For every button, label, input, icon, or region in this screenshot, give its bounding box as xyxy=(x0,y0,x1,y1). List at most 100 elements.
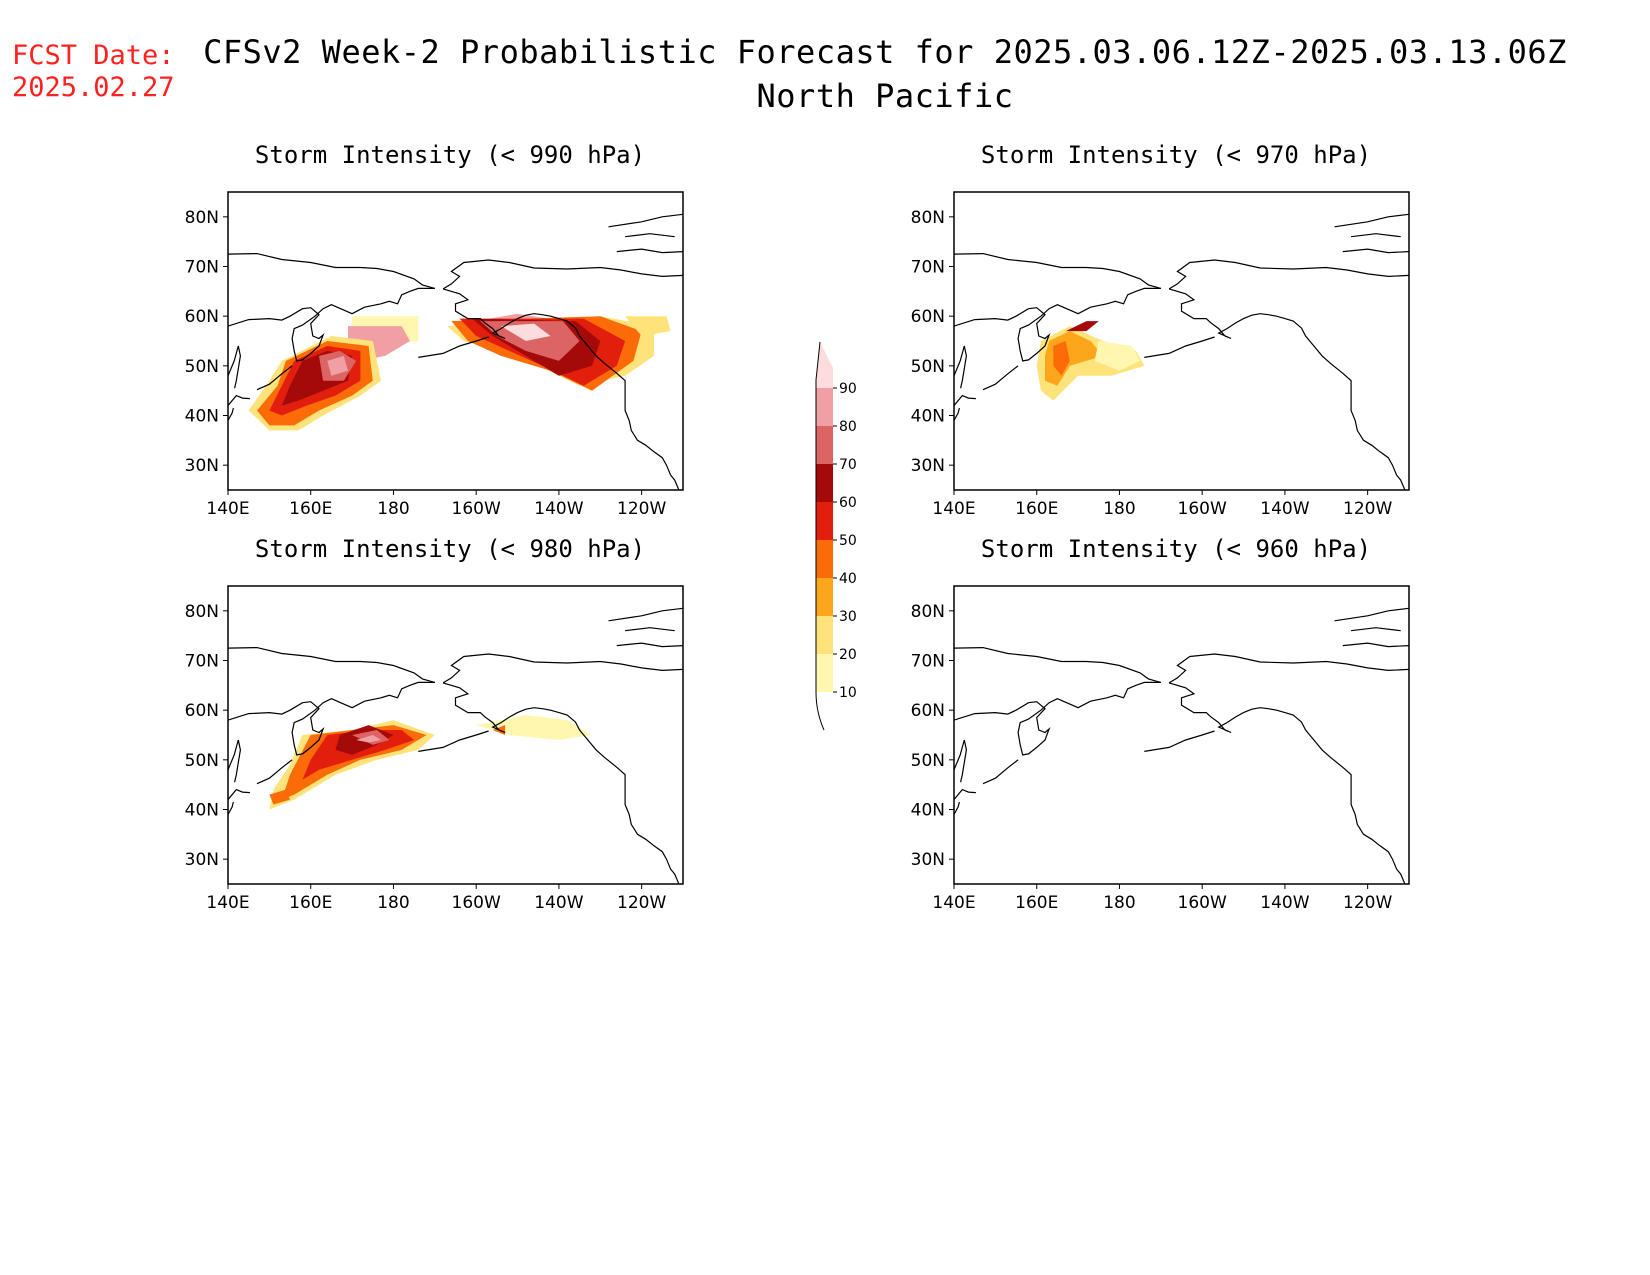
coastline xyxy=(625,627,675,632)
colorbar-segment xyxy=(816,540,833,578)
panel-980: 140E 160E 180 160W 140W 120W 80N 70N 60N 50N 40N 30… xyxy=(140,534,760,934)
lon-tick-label: 160E xyxy=(1015,499,1058,519)
map-svg: 140E 160E 180 160W 140W 120W 80N 70N 60N 50N 40N 30… xyxy=(911,585,1410,913)
coastline xyxy=(228,788,250,800)
coastline xyxy=(418,336,489,358)
lon-tick-label: 140W xyxy=(534,499,583,519)
colorbar-label: 30 xyxy=(839,609,857,625)
lat-tick-label: 30N xyxy=(911,850,945,870)
lon-tick-label: 180 xyxy=(1103,499,1135,519)
lat-tick-label: 60N xyxy=(185,701,219,721)
lat-tick-label: 60N xyxy=(911,307,945,327)
coastline xyxy=(228,252,435,289)
lon-tick-label: 180 xyxy=(1103,893,1135,913)
coastline xyxy=(954,788,976,800)
coastline xyxy=(228,739,242,783)
lon-tick-label: 140E xyxy=(206,499,249,519)
coastline xyxy=(954,681,1161,756)
forecast-date-label: FCST Date: 2025.02.27 xyxy=(12,40,175,104)
coastline xyxy=(228,646,435,683)
map-frame xyxy=(227,191,684,491)
lat-tick-label: 50N xyxy=(185,357,219,377)
lat-tick-label: 70N xyxy=(185,258,219,278)
panel-960: 140E 160E 180 160W 140W 120W 80N 70N 60N 50N 40N 30… xyxy=(866,534,1486,934)
colorbar-segment xyxy=(816,616,833,654)
lat-tick-label: 70N xyxy=(911,652,945,672)
probability-contour-10 xyxy=(476,715,592,740)
coastline xyxy=(1168,259,1409,290)
lon-tick-label: 160W xyxy=(1178,499,1227,519)
colorbar-label: 20 xyxy=(839,647,857,663)
colorbar-segment xyxy=(816,388,833,426)
coastline xyxy=(442,682,680,884)
probability-contour-10 xyxy=(1094,341,1141,371)
coastline xyxy=(954,252,1161,289)
lon-tick-label: 140E xyxy=(932,893,975,913)
lon-tick-label: 140W xyxy=(534,893,583,913)
coastline xyxy=(1334,213,1409,228)
coastline xyxy=(442,259,683,290)
colorbar-label: 60 xyxy=(839,495,857,511)
fcst-label-text: FCST Date: xyxy=(12,40,175,71)
colorbar-segment xyxy=(816,578,833,616)
lon-tick-label: 160W xyxy=(452,499,501,519)
panel-title: Storm Intensity (< 990 hPa) xyxy=(254,141,646,169)
map-svg: 140E 160E 180 160W 140W 120W 80N 70N 60N 50N 40N 30… xyxy=(185,191,684,519)
title-line-1: CFSv2 Week-2 Probabilistic Forecast for … xyxy=(203,33,1567,71)
coastline-layer xyxy=(228,213,683,490)
coastline xyxy=(954,394,976,406)
lat-tick-label: 50N xyxy=(911,751,945,771)
colorbar-segment xyxy=(816,426,833,464)
lon-tick-label: 140E xyxy=(206,893,249,913)
coastline xyxy=(954,345,968,389)
lat-tick-label: 70N xyxy=(185,652,219,672)
lat-tick-label: 40N xyxy=(911,407,945,427)
lat-tick-label: 30N xyxy=(185,456,219,476)
probability-fill-layer xyxy=(1036,321,1145,401)
panel-970: 140E 160E 180 160W 140W 120W 80N 70N 60N 50N 40N 30… xyxy=(866,140,1486,540)
panel-title: Storm Intensity (< 960 hPa) xyxy=(980,535,1372,563)
coastline xyxy=(1342,642,1409,648)
coastline xyxy=(616,248,683,254)
lat-tick-label: 80N xyxy=(911,602,945,622)
colorbar-label: 10 xyxy=(839,685,857,701)
coastline xyxy=(442,653,683,684)
lon-tick-label: 160E xyxy=(289,893,332,913)
coastline xyxy=(228,801,234,815)
lon-tick-label: 180 xyxy=(377,499,409,519)
probability-fill-layer xyxy=(269,715,592,810)
probability-contour-60 xyxy=(1065,321,1099,332)
coastline xyxy=(1144,336,1215,358)
colorbar-segment xyxy=(816,654,833,692)
coastline xyxy=(442,288,680,490)
colorbar-segment xyxy=(816,502,833,540)
figure-title: CFSv2 Week-2 Probabilistic Forecast for … xyxy=(180,30,1590,118)
lon-tick-label: 180 xyxy=(377,893,409,913)
colorbar-segment xyxy=(816,342,833,388)
coastline xyxy=(1334,607,1409,622)
lat-tick-label: 30N xyxy=(185,850,219,870)
coastline xyxy=(1351,627,1401,632)
probability-contour-70 xyxy=(480,321,580,361)
coastline xyxy=(608,213,683,228)
coastline xyxy=(256,365,293,391)
colorbar-segment xyxy=(816,464,833,502)
probability-fill-layer xyxy=(248,313,671,431)
colorbar-label: 70 xyxy=(839,457,857,473)
coastline-layer xyxy=(954,213,1409,490)
coastline xyxy=(228,394,250,406)
title-line-2: North Pacific xyxy=(756,77,1014,115)
coastline xyxy=(418,730,489,752)
probability-contour-80 xyxy=(327,355,348,376)
lat-tick-label: 70N xyxy=(911,258,945,278)
coastline xyxy=(954,646,1161,683)
lon-tick-label: 120W xyxy=(1343,499,1392,519)
panel-title: Storm Intensity (< 970 hPa) xyxy=(980,141,1372,169)
coastline xyxy=(228,681,435,756)
probability-colorbar: 10 20 30 40 50 60 70 80 90 xyxy=(800,330,880,750)
lon-tick-label: 160E xyxy=(1015,893,1058,913)
colorbar-svg: 10 20 30 40 50 60 70 80 90 xyxy=(815,341,857,731)
lat-tick-label: 50N xyxy=(911,357,945,377)
coastline xyxy=(228,345,242,389)
lat-tick-label: 40N xyxy=(185,801,219,821)
